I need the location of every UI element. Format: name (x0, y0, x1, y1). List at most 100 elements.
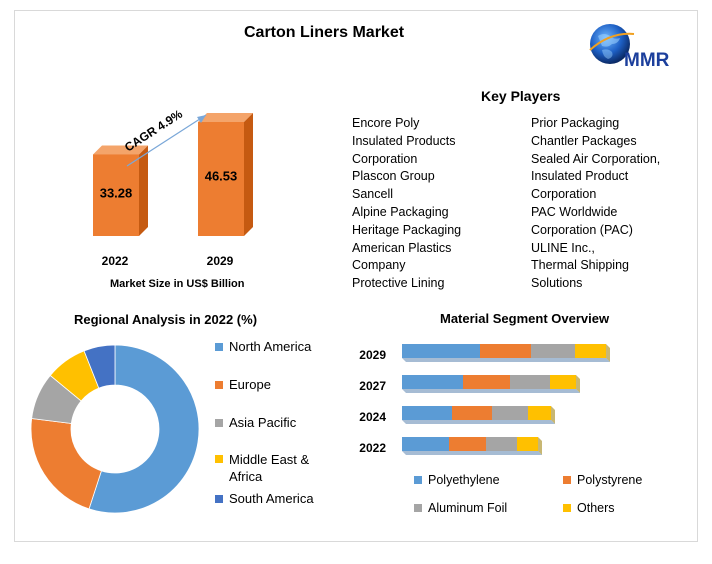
legend-label: Middle East & Africa (229, 452, 310, 484)
regional-donut-chart (30, 344, 200, 514)
legend-swatch (215, 342, 223, 351)
legend-swatch (215, 454, 223, 463)
segment-bar-aluminum-foil (492, 406, 528, 420)
cagr-label: CAGR 4.9% (122, 107, 185, 155)
legend-label: Asia Pacific (229, 415, 297, 430)
legend-item: Middle East & Africa (215, 451, 321, 485)
legend-label: Polyethylene (428, 473, 500, 487)
segment-bar-polyethylene (402, 375, 463, 389)
key-player-item: Solutions (531, 276, 583, 291)
legend-swatch (563, 503, 571, 512)
material-title: Material Segment Overview (440, 311, 610, 326)
legend-swatch (215, 380, 223, 389)
segment-category-label: 2022 (359, 441, 386, 455)
key-player-item: Corporation (352, 151, 418, 166)
segment-bar-polystyrene (452, 406, 492, 420)
segment-bar-side (551, 406, 555, 424)
key-player-item: Corporation (PAC) (531, 222, 633, 237)
key-player-item: Chantler Packages (531, 133, 637, 148)
legend-label: Europe (229, 377, 271, 392)
regional-title: Regional Analysis in 2022 (%) (74, 312, 258, 327)
legend-item: Polystyrene (563, 473, 642, 487)
legend-label: Polystyrene (577, 473, 643, 487)
segment-bar-aluminum-foil (510, 375, 550, 389)
segment-category-label: 2027 (359, 379, 386, 393)
legend-label: Aluminum Foil (428, 501, 508, 515)
bar-value-label: 33.28 (100, 186, 133, 201)
segment-bar-side (576, 375, 580, 393)
key-player-item: Encore Poly (352, 116, 420, 130)
legend-swatch (414, 503, 422, 512)
legend-swatch (414, 475, 422, 484)
segment-bar-others (517, 437, 538, 451)
segment-bar-others (528, 406, 551, 420)
segment-bar-polystyrene (449, 437, 486, 451)
segment-bar-polystyrene (463, 375, 510, 389)
key-player-item: Heritage Packaging (352, 222, 462, 237)
segment-bar-bottom (402, 451, 542, 455)
donut-slice-europe (30, 418, 102, 510)
cagr-arrow-line (126, 114, 207, 167)
cagr-arrow-head (197, 115, 206, 123)
key-player-item: Sealed Air Corporation, (531, 151, 661, 166)
bar-top-2022 (93, 145, 148, 155)
bar-2022 (93, 154, 139, 236)
segment-bar-aluminum-foil (486, 437, 517, 451)
market-size-chart: 33.28 2022 46.53 2029 CAGR 4.9% (93, 107, 253, 268)
infographic-frame (14, 10, 698, 542)
material-segment-chart: 2029 2027 2024 2022 (359, 344, 610, 455)
bar-2029 (198, 122, 244, 236)
legend-item: South America (215, 491, 314, 506)
key-player-item: Alpine Packaging (352, 204, 449, 219)
legend-item: Aluminum Foil (414, 501, 507, 515)
legend-label: North America (229, 339, 312, 354)
key-player-item: Insulated Products (352, 133, 456, 148)
legend-swatch (215, 494, 223, 503)
segment-bar-others (550, 375, 576, 389)
legend-item: Others (563, 501, 615, 515)
legend-item: Polyethylene (414, 473, 500, 487)
bar-side-2022 (139, 145, 148, 236)
key-players-title: Key Players (481, 88, 561, 104)
globe-icon: MMR (589, 24, 670, 71)
key-player-item: Plascon Group (352, 169, 435, 184)
bar-side-2029 (244, 113, 253, 236)
key-players-col1: Encore Poly Insulated Products Corporation… (352, 115, 461, 293)
segment-bar-bottom (402, 420, 555, 424)
segment-bar-side (538, 437, 542, 455)
key-player-item: Insulated Product (531, 169, 629, 184)
market-size-caption: Market Size in US$ Billion (110, 278, 245, 290)
legend-item: Europe (215, 377, 271, 392)
legend-swatch (215, 418, 223, 427)
donut-slice-south-america (83, 344, 116, 389)
segment-bar-bottom (402, 358, 610, 362)
mmr-logo: MMR (588, 20, 688, 72)
segment-bar-others (575, 344, 606, 358)
segment-bar-polyethylene (402, 406, 452, 420)
key-player-item: ULINE Inc., (531, 240, 595, 255)
bar-value-label: 46.53 (205, 169, 238, 184)
logo-text: MMR (624, 50, 670, 71)
bar-top-2029 (198, 113, 253, 122)
bar-category-label: 2029 (207, 254, 234, 268)
key-player-item: Protective Lining (352, 276, 445, 291)
segment-bar-polyethylene (402, 344, 480, 358)
segment-category-label: 2029 (359, 348, 386, 362)
legend-label: South America (229, 491, 314, 506)
legend-swatch (563, 475, 571, 484)
key-player-item: Company (352, 258, 406, 273)
key-player-item: Corporation (531, 187, 597, 202)
page-title: Carton Liners Market (244, 24, 405, 41)
key-players-col2: Prior Packaging Chantler Packages Sealed A… (531, 115, 660, 293)
segment-category-label: 2024 (359, 410, 386, 424)
legend-item: North America (215, 339, 311, 354)
segment-bar-aluminum-foil (531, 344, 575, 358)
segment-bar-polystyrene (480, 344, 531, 358)
segment-bar-polyethylene (402, 437, 449, 451)
key-player-item: American Plastics (352, 240, 452, 255)
key-player-item: Thermal Shipping (531, 258, 629, 273)
legend-item: Asia Pacific (215, 415, 296, 430)
key-player-item: Prior Packaging (531, 116, 620, 130)
key-player-item: PAC Worldwide (531, 204, 618, 219)
donut-slice-north-america (88, 344, 200, 514)
